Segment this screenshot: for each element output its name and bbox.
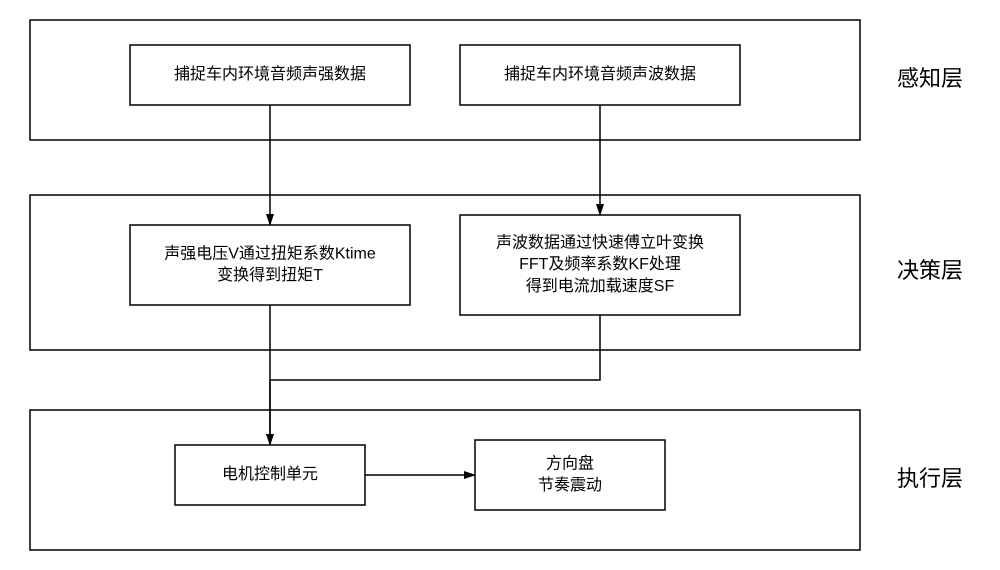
node-n6-text-1: 节奏震动 (538, 476, 602, 494)
node-n6 (475, 440, 665, 510)
node-n4-text-1: FFT及频率系数KF处理 (519, 255, 681, 273)
layer-label-decision: 决策层 (897, 258, 963, 283)
layer-box-execution (30, 410, 860, 550)
flowchart-diagram: 捕捉车内环境音频声强数据 捕捉车内环境音频声波数据声强电压V通过扭矩系数Ktime… (0, 0, 1000, 570)
node-n3-text-1: 变换得到扭矩T (217, 266, 323, 284)
node-n3 (130, 225, 410, 305)
node-n3-text-0: 声强电压V通过扭矩系数Ktime (164, 244, 376, 262)
node-n4-text-0: 声波数据通过快速傅立叶变换 (496, 234, 704, 252)
edge-e3 (270, 315, 600, 445)
node-n4-text-2: 得到电流加载速度SF (526, 277, 675, 295)
nodes: 捕捉车内环境音频声强数据 捕捉车内环境音频声波数据声强电压V通过扭矩系数Ktime… (130, 45, 740, 510)
node-n1-text-0: 捕捉车内环境音频声强数据 (174, 64, 366, 83)
layer-label-perception: 感知层 (897, 66, 963, 91)
layer-label-execution: 执行层 (897, 466, 963, 491)
node-n5-text-0: 电机控制单元 (222, 465, 318, 483)
node-n2-text-0: 捕捉车内环境音频声波数据 (504, 64, 696, 83)
node-n6-text-0: 方向盘 (546, 453, 594, 472)
layer-labels: 感知层决策层执行层 (897, 66, 963, 491)
